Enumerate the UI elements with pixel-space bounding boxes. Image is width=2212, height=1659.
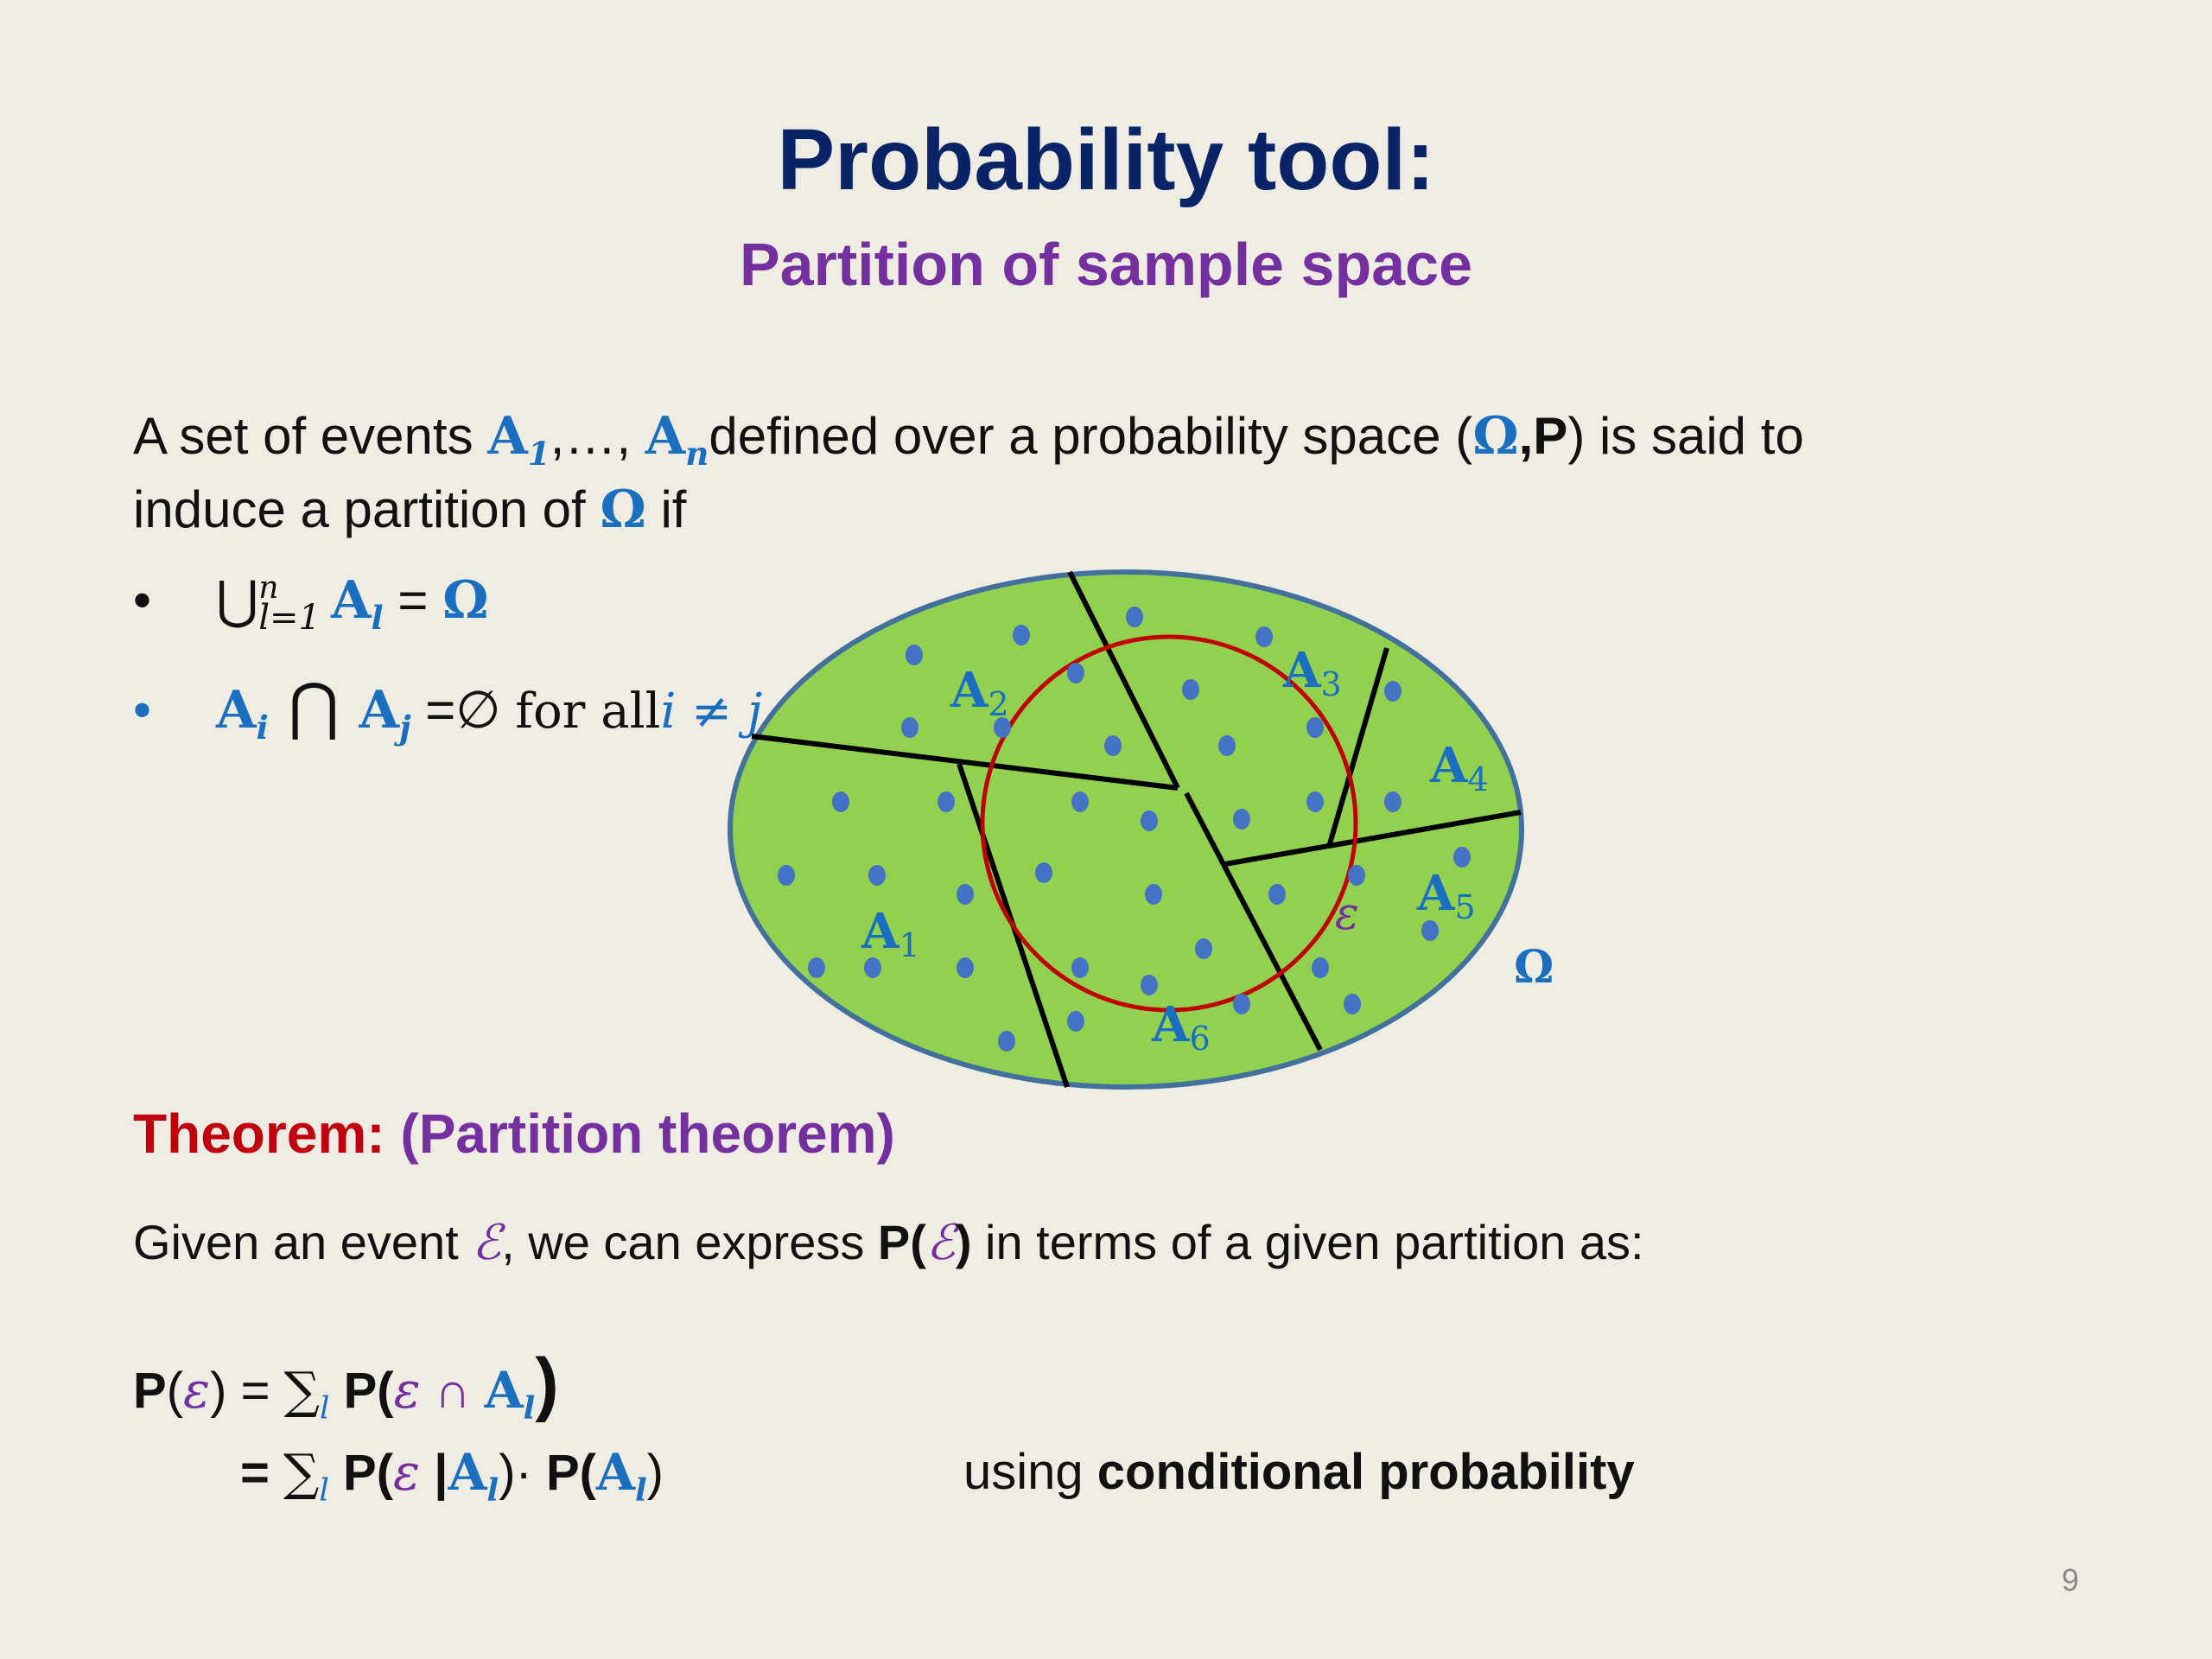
f2-p2: P( — [545, 1445, 596, 1501]
f2-close2: ) — [646, 1445, 664, 1501]
empty-set: =∅ — [410, 681, 516, 739]
sample-dots — [778, 607, 1471, 1052]
union-symbol: ⋃ — [216, 570, 259, 631]
event-symbol: ℰ — [472, 1215, 502, 1271]
f1-open: ( — [166, 1363, 184, 1419]
p-symbol: ,P — [1518, 407, 1568, 465]
event-al: Al — [330, 570, 384, 637]
page-subtitle: Partition of sample space — [739, 231, 1473, 298]
intro-text-3: ) is said to — [1567, 407, 1804, 465]
intro-sep: ,…, — [550, 407, 645, 465]
theorem-key: Theorem: — [133, 1103, 401, 1165]
page-number: 9 — [2061, 1562, 2079, 1598]
for-all-text: for all — [515, 683, 661, 740]
given-line: Given an event ℰ, we can express P(ℰ) in… — [133, 1214, 1644, 1271]
bullet-marker: • — [133, 571, 152, 629]
intro-text-2: defined over a probability space ( — [709, 407, 1473, 465]
event-ai: Ai — [216, 680, 269, 747]
region-label-a4: A4 — [1429, 737, 1489, 798]
f1-p2: P( — [329, 1363, 394, 1419]
f1-sum: ∑ — [283, 1361, 320, 1420]
event-symbol-2: ℰ — [925, 1215, 956, 1271]
intro-line2-text: induce a partition of — [133, 480, 601, 538]
f2-eps: ε — [393, 1443, 421, 1502]
bullet-disjoint: • Ai ⋂ Aj =∅ for alli ≠ j — [133, 670, 762, 747]
page-title: Probability tool: — [777, 111, 1435, 208]
event-label: ε — [1335, 888, 1359, 940]
region-labels: A1 A2 A3 A4 A5 A6 — [861, 642, 1489, 1058]
theorem-name: (Partition theorem) — [400, 1103, 895, 1165]
region-label-a6: A6 — [1151, 996, 1211, 1058]
space-label: Ω — [1514, 941, 1554, 994]
f1-eps2: ε — [393, 1361, 421, 1420]
f2-p: P( — [328, 1445, 394, 1501]
formula-line-1: P(ε) = ∑l P(ε ∩ Al) — [133, 1344, 559, 1427]
f1-sum-sub: l — [319, 1390, 330, 1427]
omega-symbol-2: Ω — [600, 480, 646, 540]
bullet-union: • ⋃ n l=1 Al = Ω — [133, 570, 489, 637]
intersection-symbol: ⋂ — [268, 670, 359, 742]
f2-al-2: Al — [595, 1443, 647, 1509]
f2-eq: = — [240, 1445, 283, 1501]
given-text-2: , we can express — [501, 1215, 878, 1269]
f1-cap: ∩ — [420, 1363, 485, 1419]
event-an: An — [645, 406, 709, 473]
intro-line-2: induce a partition of Ω if — [133, 480, 686, 540]
f2-sum: ∑ — [283, 1443, 320, 1502]
region-label-a2: A2 — [950, 662, 1009, 723]
bullet-marker-2: • — [133, 681, 152, 739]
equals-sign: = — [383, 571, 443, 629]
p-close: ) — [955, 1215, 972, 1269]
region-label-a3: A3 — [1282, 642, 1342, 703]
intro-line2-if: if — [645, 480, 687, 538]
sample-space-ellipse — [728, 569, 1524, 1090]
index-condition: i ≠ j — [660, 683, 763, 740]
f1-p: P — [133, 1363, 167, 1419]
omega-symbol-3: Ω — [442, 570, 489, 631]
f1-close2: ) — [535, 1344, 559, 1423]
f1-close: ) — [210, 1363, 227, 1419]
partition-diagram: A1 A2 A3 A4 A5 A6 ε Ω — [728, 569, 1554, 1090]
f2-close: )· — [499, 1445, 546, 1501]
f2-al: Al — [448, 1443, 499, 1509]
event-aj: Aj — [359, 680, 411, 747]
f1-eps: ε — [183, 1361, 211, 1420]
f2-bar: | — [420, 1445, 448, 1501]
note-bold: conditional probability — [1096, 1444, 1635, 1500]
p-open: P( — [877, 1215, 926, 1269]
intro-line-1: A set of events A1,…, Andefined over a p… — [133, 406, 1804, 473]
given-text: Given an event — [133, 1215, 473, 1269]
f2-sum-sub: l — [319, 1472, 329, 1509]
omega-symbol: Ω — [1472, 406, 1519, 467]
region-label-a1: A1 — [861, 903, 920, 964]
event-circle — [980, 634, 1358, 1013]
formula-line-2: = ∑l P(ε |Al)· P(Al) — [240, 1443, 664, 1509]
region-label-a5: A5 — [1416, 865, 1476, 926]
theorem-heading: Theorem: (Partition theorem) — [133, 1102, 895, 1166]
f1-al: Al — [484, 1361, 536, 1427]
note-using: using — [963, 1444, 1097, 1500]
event-a1: A1 — [487, 406, 550, 473]
union-limits: n l=1 — [258, 569, 321, 639]
given-text-3: in terms of a given partition as: — [971, 1215, 1644, 1269]
conditional-note: using conditional probability — [963, 1443, 1635, 1501]
f1-eq: = — [226, 1363, 284, 1419]
intro-text: A set of events — [133, 407, 488, 465]
